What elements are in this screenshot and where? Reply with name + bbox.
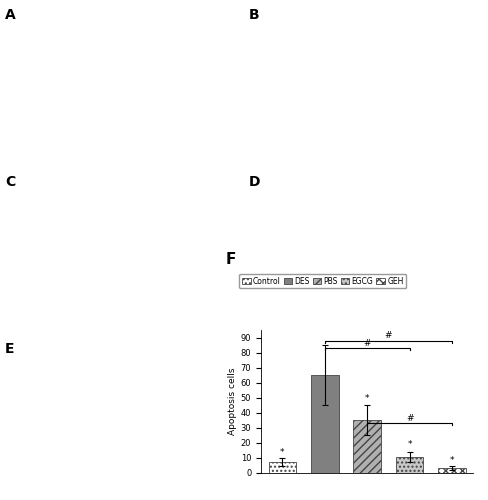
- Text: #: #: [385, 331, 392, 340]
- Text: D: D: [249, 176, 261, 190]
- Bar: [311, 375, 339, 472]
- Text: F: F: [225, 252, 236, 268]
- Bar: [396, 457, 424, 472]
- Text: B: B: [249, 8, 260, 22]
- Text: A: A: [5, 8, 16, 22]
- Text: *: *: [450, 456, 454, 464]
- Bar: [353, 420, 381, 472]
- Text: E: E: [5, 342, 14, 356]
- Text: *: *: [280, 448, 285, 458]
- Legend: Control, DES, PBS, EGCG, GEH: Control, DES, PBS, EGCG, GEH: [240, 274, 406, 288]
- Text: C: C: [5, 176, 15, 190]
- Text: #: #: [406, 414, 413, 422]
- Bar: [438, 468, 466, 472]
- Bar: [268, 462, 296, 472]
- Y-axis label: Apoptosis cells: Apoptosis cells: [227, 368, 237, 435]
- Text: *: *: [365, 394, 369, 404]
- Text: #: #: [364, 338, 371, 347]
- Text: *: *: [407, 440, 412, 449]
